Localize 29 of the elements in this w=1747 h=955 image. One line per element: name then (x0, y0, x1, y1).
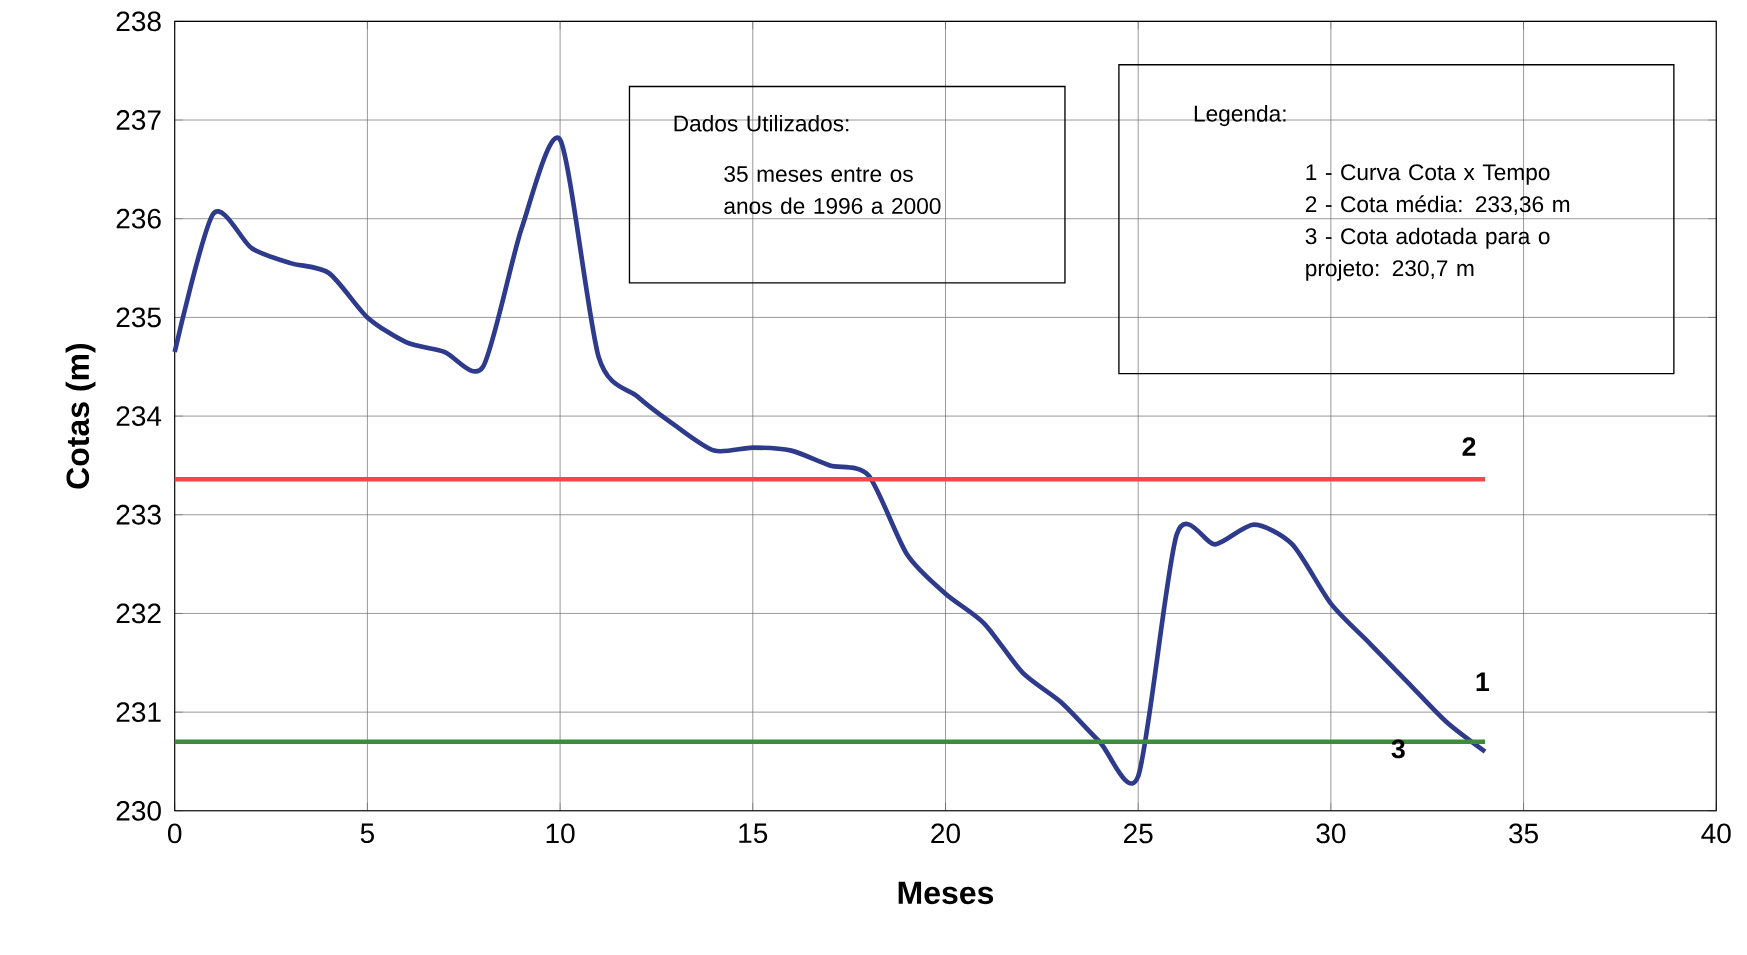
annotation: Dados Utilizados: (674, 114, 849, 132)
y-tick-label: 236 (116, 208, 161, 229)
y-tick-label: 233 (116, 504, 161, 525)
y-axis-title: Cotas (m) (65, 344, 96, 489)
x-tick-label: 15 (739, 823, 768, 844)
x-tick-label: 30 (1316, 823, 1346, 844)
y-tick-label: 234 (116, 406, 162, 427)
series-label: 1 (1476, 672, 1490, 691)
annotation: 35 meses entre os anos de 1996 a 2000 (724, 166, 941, 215)
y-tick-label: 232 (116, 603, 161, 624)
x-tick-label: 35 (1509, 823, 1538, 844)
y-tick-label: 230 (116, 800, 161, 821)
annotation: 1 - Curva Cota x Tempo (1306, 164, 1550, 185)
y-tick-label: 235 (116, 307, 161, 328)
x-tick-label: 5 (360, 823, 374, 844)
annotation: 2 - Cota média: 233,36 m (1305, 195, 1570, 216)
annotation: 3 - Cota adotada para o projeto: 230,7 m (1305, 227, 1550, 281)
x-axis-title: Meses (898, 881, 994, 905)
y-tick-label: 231 (116, 702, 161, 723)
series-label: 3 (1391, 739, 1405, 759)
x-tick-label: 40 (1701, 823, 1731, 844)
x-tick-label: 20 (931, 823, 960, 844)
annotation: Legenda: (1194, 105, 1286, 127)
series-label: 2 (1462, 437, 1476, 456)
x-tick-label: 0 (168, 823, 182, 844)
y-tick-label: 238 (116, 11, 161, 32)
x-tick-label: 25 (1124, 823, 1153, 844)
y-tick-label: 237 (116, 110, 161, 131)
x-tick-label: 10 (546, 823, 575, 844)
